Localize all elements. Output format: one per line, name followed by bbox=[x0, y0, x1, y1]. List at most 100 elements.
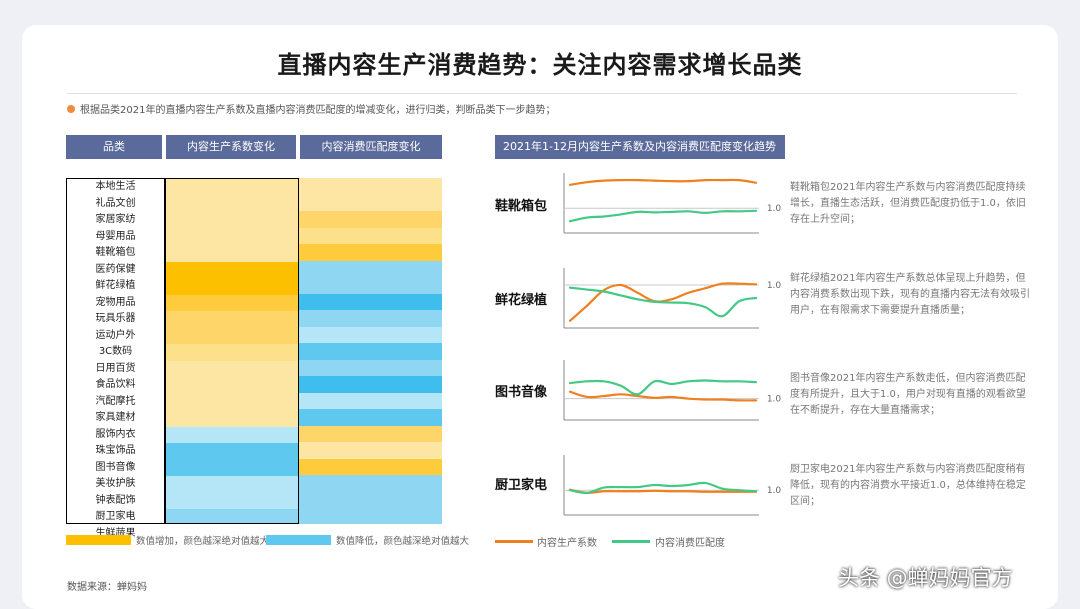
reference-label: 1.0 bbox=[767, 486, 782, 496]
trend-chart-shoes: 1.0 bbox=[563, 173, 782, 234]
category-row: 母婴用品 bbox=[95, 230, 136, 242]
watermark: 头条 @蝉妈妈官方 bbox=[838, 566, 1013, 590]
consumption-heat-cell bbox=[299, 508, 442, 524]
consumption-heat-cell bbox=[299, 326, 442, 343]
production-heat-cell bbox=[166, 228, 298, 245]
production-heat-cell bbox=[166, 360, 298, 377]
category-row: 家具建材 bbox=[95, 412, 136, 423]
consumption-heat-cell bbox=[299, 178, 442, 195]
consumption-series-line bbox=[568, 209, 758, 223]
legend-decrease-swatch bbox=[266, 535, 331, 545]
chart-label-shoes: 鞋靴箱包 bbox=[495, 199, 548, 214]
category-row: 日用百货 bbox=[95, 362, 136, 374]
trend-header: 2021年1-12月内容生产系数及内容消费匹配度变化趋势 bbox=[495, 135, 785, 159]
bullet-dot-icon bbox=[67, 104, 75, 113]
legend-consumption-line bbox=[612, 540, 650, 543]
category-row: 鲜花绿植 bbox=[95, 280, 136, 291]
production-series-line bbox=[568, 178, 758, 186]
header-production: 内容生产系数变化 bbox=[166, 135, 296, 159]
legend-increase-text: 数值增加，颜色越深绝对值越大 bbox=[136, 536, 270, 547]
production-heat-cell bbox=[166, 327, 298, 344]
consumption-heat-cell bbox=[299, 293, 442, 310]
production-heat-cell bbox=[166, 311, 298, 328]
legend-increase-swatch bbox=[66, 535, 131, 545]
chart-label-flowers: 鲜花绿植 bbox=[495, 293, 548, 308]
production-heat-cell bbox=[166, 344, 298, 361]
consumption-heat-cell bbox=[299, 475, 442, 492]
intro-note-text: 根据品类2021年的直播内容生产系数及直播内容消费匹配度的增减变化，进行归类，判… bbox=[80, 105, 556, 116]
consumption-heat-cell bbox=[299, 392, 442, 409]
production-heat-cell bbox=[166, 426, 298, 443]
category-row: 服饰内衣 bbox=[95, 428, 136, 440]
legend-decrease-text: 数值降低，颜色越深绝对值越大 bbox=[336, 536, 470, 547]
title-divider bbox=[67, 93, 1017, 94]
category-column: 本地生活 礼品文创 家居家纺 母婴用品 鞋靴箱包 医药保健 鲜花绿植 宠物用品 玩具乐器 运动户外… bbox=[66, 178, 165, 539]
production-heat-cell bbox=[166, 492, 298, 509]
consumption-heat-column bbox=[299, 178, 442, 524]
trend-chart-appliances: 1.0 bbox=[563, 455, 782, 516]
legend-production-line bbox=[495, 540, 533, 543]
production-heat-cell bbox=[166, 476, 298, 493]
data-source: 数据来源：蝉妈妈 bbox=[67, 582, 147, 593]
production-heat-cell bbox=[166, 377, 298, 394]
production-series-line bbox=[568, 390, 758, 402]
intro-note: 根据品类2021年的直播内容生产系数及直播内容消费匹配度的增减变化，进行归类，判… bbox=[67, 101, 555, 116]
production-heat-cell bbox=[166, 393, 298, 410]
consumption-heat-cell bbox=[299, 425, 442, 442]
consumption-heat-cell bbox=[299, 343, 442, 360]
consumption-series-line bbox=[568, 286, 758, 318]
production-heat-cell bbox=[166, 294, 298, 311]
category-row: 鞋靴箱包 bbox=[95, 247, 136, 258]
production-heat-cell bbox=[166, 212, 298, 229]
consumption-heat-cell bbox=[299, 211, 442, 228]
category-row: 家居家纺 bbox=[95, 214, 136, 225]
category-row: 生鲜蔬果 bbox=[95, 527, 136, 539]
header-category: 品类 bbox=[66, 135, 162, 159]
production-heat-cell bbox=[166, 179, 298, 196]
production-heat-cell bbox=[166, 410, 298, 427]
category-row: 宠物用品 bbox=[95, 296, 136, 308]
category-row: 3C数码 bbox=[98, 346, 133, 357]
consumption-heat-cell bbox=[299, 442, 442, 459]
consumption-heat-cell bbox=[299, 359, 442, 376]
consumption-series-line bbox=[568, 481, 758, 494]
desc-appliances: 厨卫家电2021年内容生产系数与内容消费匹配度稍有降低，现有的内容消费水平接近1… bbox=[790, 464, 1026, 507]
header-consumption: 内容消费匹配度变化 bbox=[300, 135, 442, 159]
consumption-heat-cell bbox=[299, 194, 442, 211]
category-row: 食品饮料 bbox=[95, 379, 136, 390]
production-heat-cell bbox=[166, 195, 298, 212]
production-heat-cell bbox=[166, 278, 298, 295]
chart-label-appliances: 厨卫家电 bbox=[495, 478, 548, 493]
consumption-heat-cell bbox=[299, 260, 442, 277]
production-heat-cell bbox=[166, 261, 298, 278]
consumption-heat-cell bbox=[299, 244, 442, 261]
reference-label: 1.0 bbox=[767, 204, 782, 214]
reference-label: 1.0 bbox=[767, 281, 782, 291]
production-series-line bbox=[568, 488, 758, 494]
consumption-heat-cell bbox=[299, 458, 442, 475]
production-heat-cell bbox=[166, 459, 298, 476]
category-row: 运动户外 bbox=[95, 329, 136, 341]
category-row: 医药保健 bbox=[95, 263, 136, 275]
heatmap-table: 本地生活 礼品文创 家居家纺 母婴用品 鞋靴箱包 医药保健 鲜花绿植 宠物用品 玩具乐器 运动户外… bbox=[66, 178, 442, 539]
category-row: 珠宝饰品 bbox=[95, 445, 136, 456]
category-row: 玩具乐器 bbox=[95, 313, 136, 324]
legend-production-text: 内容生产系数 bbox=[537, 538, 597, 549]
category-row: 图书音像 bbox=[95, 461, 136, 473]
category-row: 汽配摩托 bbox=[95, 395, 136, 407]
page-title: 直播内容生产消费趋势：关注内容需求增长品类 bbox=[277, 50, 803, 79]
desc-shoes: 鞋靴箱包2021年内容生产系数与内容消费匹配度持续增长，直播生态活跃，但消费匹配… bbox=[790, 182, 1026, 225]
production-heat-cell bbox=[166, 509, 298, 523]
consumption-heat-cell bbox=[299, 277, 442, 294]
desc-flowers: 鲜花绿植2021年内容生产系数总体呈现上升趋势，但内容消费系数出现下跌，现有的直… bbox=[790, 273, 1030, 316]
production-heat-cell bbox=[166, 443, 298, 460]
consumption-heat-cell bbox=[299, 310, 442, 327]
category-row: 厨卫家电 bbox=[95, 511, 136, 522]
consumption-heat-cell bbox=[299, 409, 442, 426]
category-row: 钟表配饰 bbox=[95, 494, 136, 506]
legend-consumption-text: 内容消费匹配度 bbox=[655, 538, 725, 549]
category-row: 美妆护肤 bbox=[95, 478, 136, 489]
desc-books: 图书音像2021年内容生产系数走低，但内容消费匹配度有所提升，且大于1.0，用户… bbox=[790, 373, 1026, 416]
consumption-heat-cell bbox=[299, 376, 442, 393]
consumption-series-line bbox=[568, 379, 758, 396]
